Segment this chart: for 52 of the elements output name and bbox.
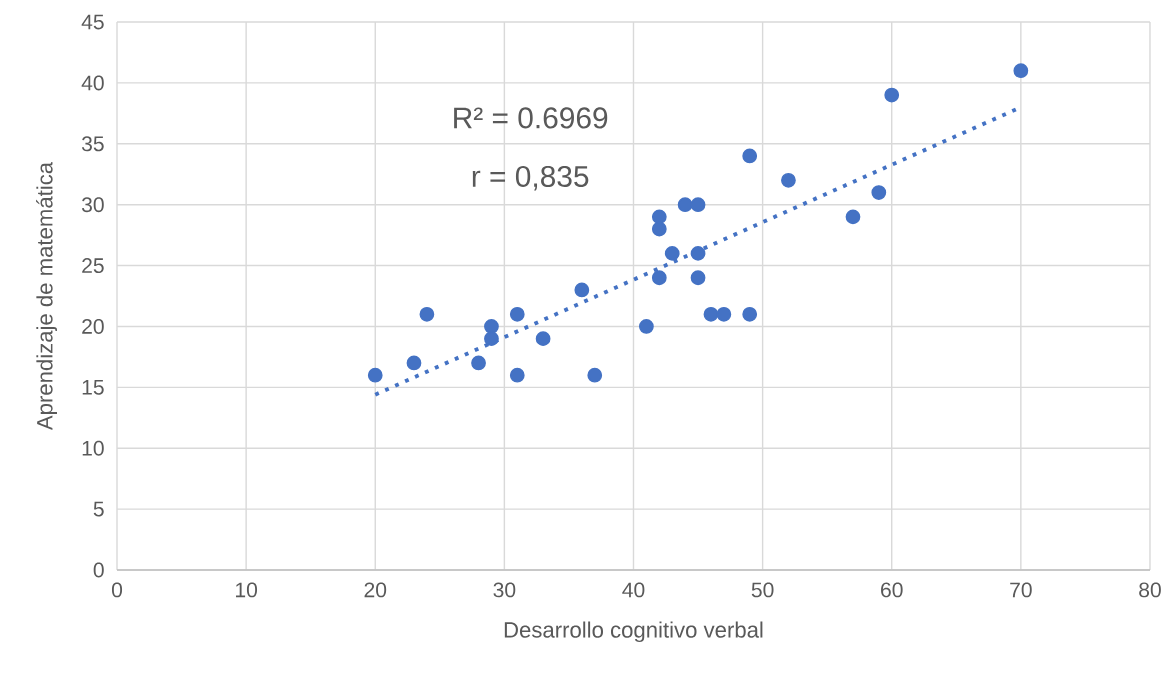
point (703, 306, 719, 322)
y-axis-title: Aprendizaje de matemática (36, 161, 57, 431)
y-tick-label: 10 (82, 440, 104, 456)
point (677, 197, 693, 213)
point (742, 306, 758, 322)
x-tick-label: 50 (751, 582, 774, 598)
x-tick-label: 10 (236, 582, 258, 598)
point (509, 367, 525, 383)
point (690, 246, 706, 261)
point (1013, 63, 1029, 79)
y-tick-label: 35 (81, 136, 104, 152)
point (484, 319, 499, 334)
point (406, 355, 422, 371)
point (509, 306, 525, 322)
point (690, 197, 706, 213)
x-tick-label: 20 (364, 582, 387, 598)
y-tick-label: 5 (93, 501, 104, 517)
point (587, 367, 603, 383)
y-tick-label: 30 (81, 197, 104, 213)
x-tick-label: 0 (111, 582, 123, 598)
point (664, 246, 680, 261)
y-tick-label: 15 (82, 380, 104, 395)
point (639, 319, 654, 334)
x-tick-label: 40 (622, 582, 645, 598)
x-tick-label: 60 (881, 582, 903, 598)
point (781, 172, 796, 188)
point (574, 282, 590, 298)
annotation: r = 0,835 (472, 165, 589, 191)
point (845, 209, 861, 225)
point (651, 221, 667, 237)
point (742, 148, 758, 164)
point (419, 306, 435, 322)
y-tick-label: 45 (81, 14, 104, 30)
point (535, 331, 551, 347)
point (690, 270, 706, 286)
x-tick-label: 80 (1139, 582, 1161, 598)
point (367, 367, 383, 383)
point (651, 209, 667, 225)
y-tick-label: 0 (93, 562, 104, 578)
point (884, 87, 900, 103)
point (484, 331, 499, 347)
y-tick-label: 25 (82, 258, 104, 274)
x-tick-label: 70 (1010, 582, 1032, 598)
point (871, 185, 887, 200)
point (651, 270, 667, 286)
annotation: R² = 0.6969 (454, 107, 608, 129)
point (471, 355, 486, 371)
x-axis-title: Desarrollo cognitivo verbal (504, 621, 763, 643)
x-tick-label: 30 (493, 582, 516, 598)
y-tick-label: 20 (82, 319, 104, 334)
point (716, 306, 732, 322)
y-tick-label: 40 (81, 75, 104, 91)
